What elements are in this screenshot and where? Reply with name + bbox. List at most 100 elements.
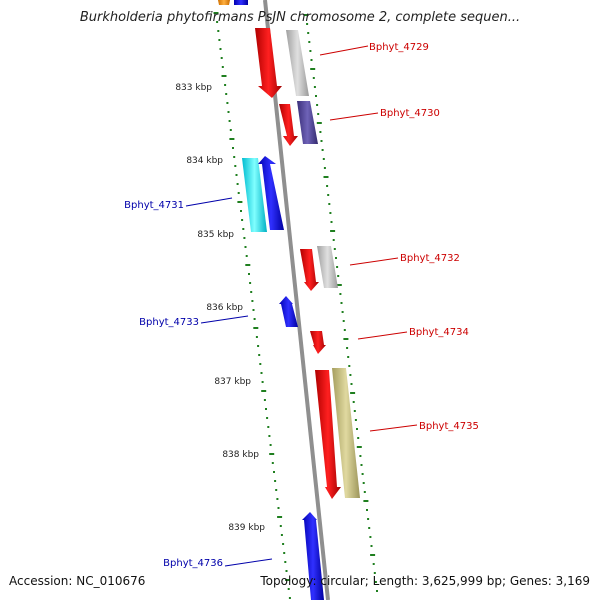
gc-dot: [245, 255, 248, 257]
gc-dot: [309, 50, 312, 52]
gc-dot: [213, 12, 219, 14]
gc-dot: [313, 86, 316, 88]
gc-dot: [369, 536, 372, 538]
gene-4736-reverse[interactable]: [302, 512, 324, 600]
gc-dot: [226, 102, 229, 104]
gene-labels: Bphyt_4729 Bphyt_4730 Bphyt_4731 Bphyt_4…: [124, 42, 479, 569]
gc-dot: [225, 93, 228, 95]
gc-dot: [255, 336, 258, 338]
leader-line-4736: [224, 558, 273, 567]
gc-dot: [342, 320, 345, 322]
position-ticks: 833 kbp 834 kbp 835 kbp 836 kbp 837 kbp …: [175, 83, 265, 533]
gc-dot: [283, 552, 286, 554]
gc-dot: [258, 354, 261, 356]
gene-label-4729[interactable]: Bphyt_4729: [369, 42, 429, 53]
gc-dot: [277, 516, 283, 518]
gc-dot: [349, 374, 352, 376]
gc-dot: [359, 455, 362, 457]
gc-dot: [340, 302, 343, 304]
gc-dot: [266, 417, 269, 419]
gc-dot: [322, 158, 325, 160]
gc-dot: [308, 41, 311, 43]
gc-dot: [229, 129, 232, 131]
gc-dot: [327, 194, 330, 196]
gc-dot: [260, 372, 263, 374]
gene-label-4733[interactable]: Bphyt_4733: [139, 317, 199, 328]
gc-dot: [343, 338, 349, 340]
gene-4731-reverse[interactable]: [258, 156, 284, 230]
gc-dot: [259, 363, 262, 365]
gene-4732-grey[interactable]: [317, 246, 338, 288]
gc-dot: [218, 39, 221, 41]
gc-dot: [241, 219, 244, 221]
gc-dot: [356, 428, 358, 430]
gc-dot: [347, 356, 350, 358]
gc-dot: [321, 149, 324, 151]
gc-dot: [343, 329, 346, 331]
gc-dot: [356, 446, 362, 448]
gc-dot: [273, 471, 275, 473]
tick-label: 833 kbp: [175, 83, 212, 93]
gc-dot: [252, 309, 255, 311]
gc-dot: [346, 347, 349, 349]
tick-label: 834 kbp: [186, 156, 223, 166]
gc-dot: [257, 345, 260, 347]
tick-label: 838 kbp: [222, 450, 259, 460]
gc-dot: [367, 518, 370, 520]
gc-dot: [362, 482, 365, 484]
gc-dot: [320, 140, 323, 142]
gene-4732-forward[interactable]: [300, 249, 319, 291]
gc-dot: [237, 192, 240, 194]
gc-dot: [233, 156, 236, 158]
gc-dot: [261, 381, 264, 383]
gene-label-4730[interactable]: Bphyt_4730: [380, 108, 440, 119]
gene-partial-blue[interactable]: [234, 0, 248, 5]
gc-dot: [315, 95, 317, 97]
gene-4729-forward[interactable]: [255, 28, 282, 98]
tick-label: 837 kbp: [214, 377, 251, 387]
gene-label-4734[interactable]: Bphyt_4734: [409, 327, 469, 338]
gc-dot: [336, 266, 339, 268]
leader-line-4735: [369, 424, 418, 432]
gc-dot: [268, 435, 271, 437]
sequence-title: Burkholderia phytofirmans PsJN chromosom…: [79, 10, 521, 25]
gc-dot: [316, 104, 319, 106]
gene-label-4731[interactable]: Bphyt_4731: [124, 200, 184, 211]
gc-dot: [323, 176, 329, 178]
gc-dot: [280, 534, 283, 536]
gc-dot: [288, 597, 291, 599]
tick-label: 839 kbp: [228, 523, 265, 533]
gene-4733-reverse[interactable]: [279, 296, 298, 327]
gene-4730-navy[interactable]: [297, 101, 318, 144]
gene-partial-orange[interactable]: [218, 0, 230, 5]
gc-dot: [323, 167, 326, 169]
gene-4730-forward[interactable]: [279, 104, 298, 146]
gc-dot: [360, 464, 363, 466]
leader-line-4734: [357, 331, 408, 340]
gene-4734-forward[interactable]: [310, 331, 326, 354]
gc-dot: [276, 498, 279, 500]
gene-4731-cyan[interactable]: [242, 158, 267, 232]
gc-dot: [368, 527, 371, 529]
gc-dot: [339, 293, 342, 295]
gc-dot: [370, 545, 373, 547]
gene-4735-khaki[interactable]: [332, 368, 360, 498]
gene-4735-forward[interactable]: [315, 370, 341, 499]
gene-label-4736[interactable]: Bphyt_4736: [163, 558, 223, 569]
gc-dot: [353, 410, 356, 412]
gc-dot: [330, 221, 333, 223]
gc-dot: [250, 291, 253, 293]
gene-label-4735[interactable]: Bphyt_4735: [419, 421, 479, 432]
gene-label-4732[interactable]: Bphyt_4732: [400, 253, 460, 264]
gc-dot: [326, 185, 329, 187]
gc-dot: [370, 554, 376, 556]
gc-dot: [229, 138, 235, 140]
leader-line-4731: [185, 197, 233, 207]
gc-dot: [232, 147, 234, 149]
gc-dot: [219, 48, 222, 50]
gc-dot: [221, 66, 224, 68]
gene-4729-partner-grey[interactable]: [286, 30, 309, 96]
gc-dot: [303, 14, 309, 16]
